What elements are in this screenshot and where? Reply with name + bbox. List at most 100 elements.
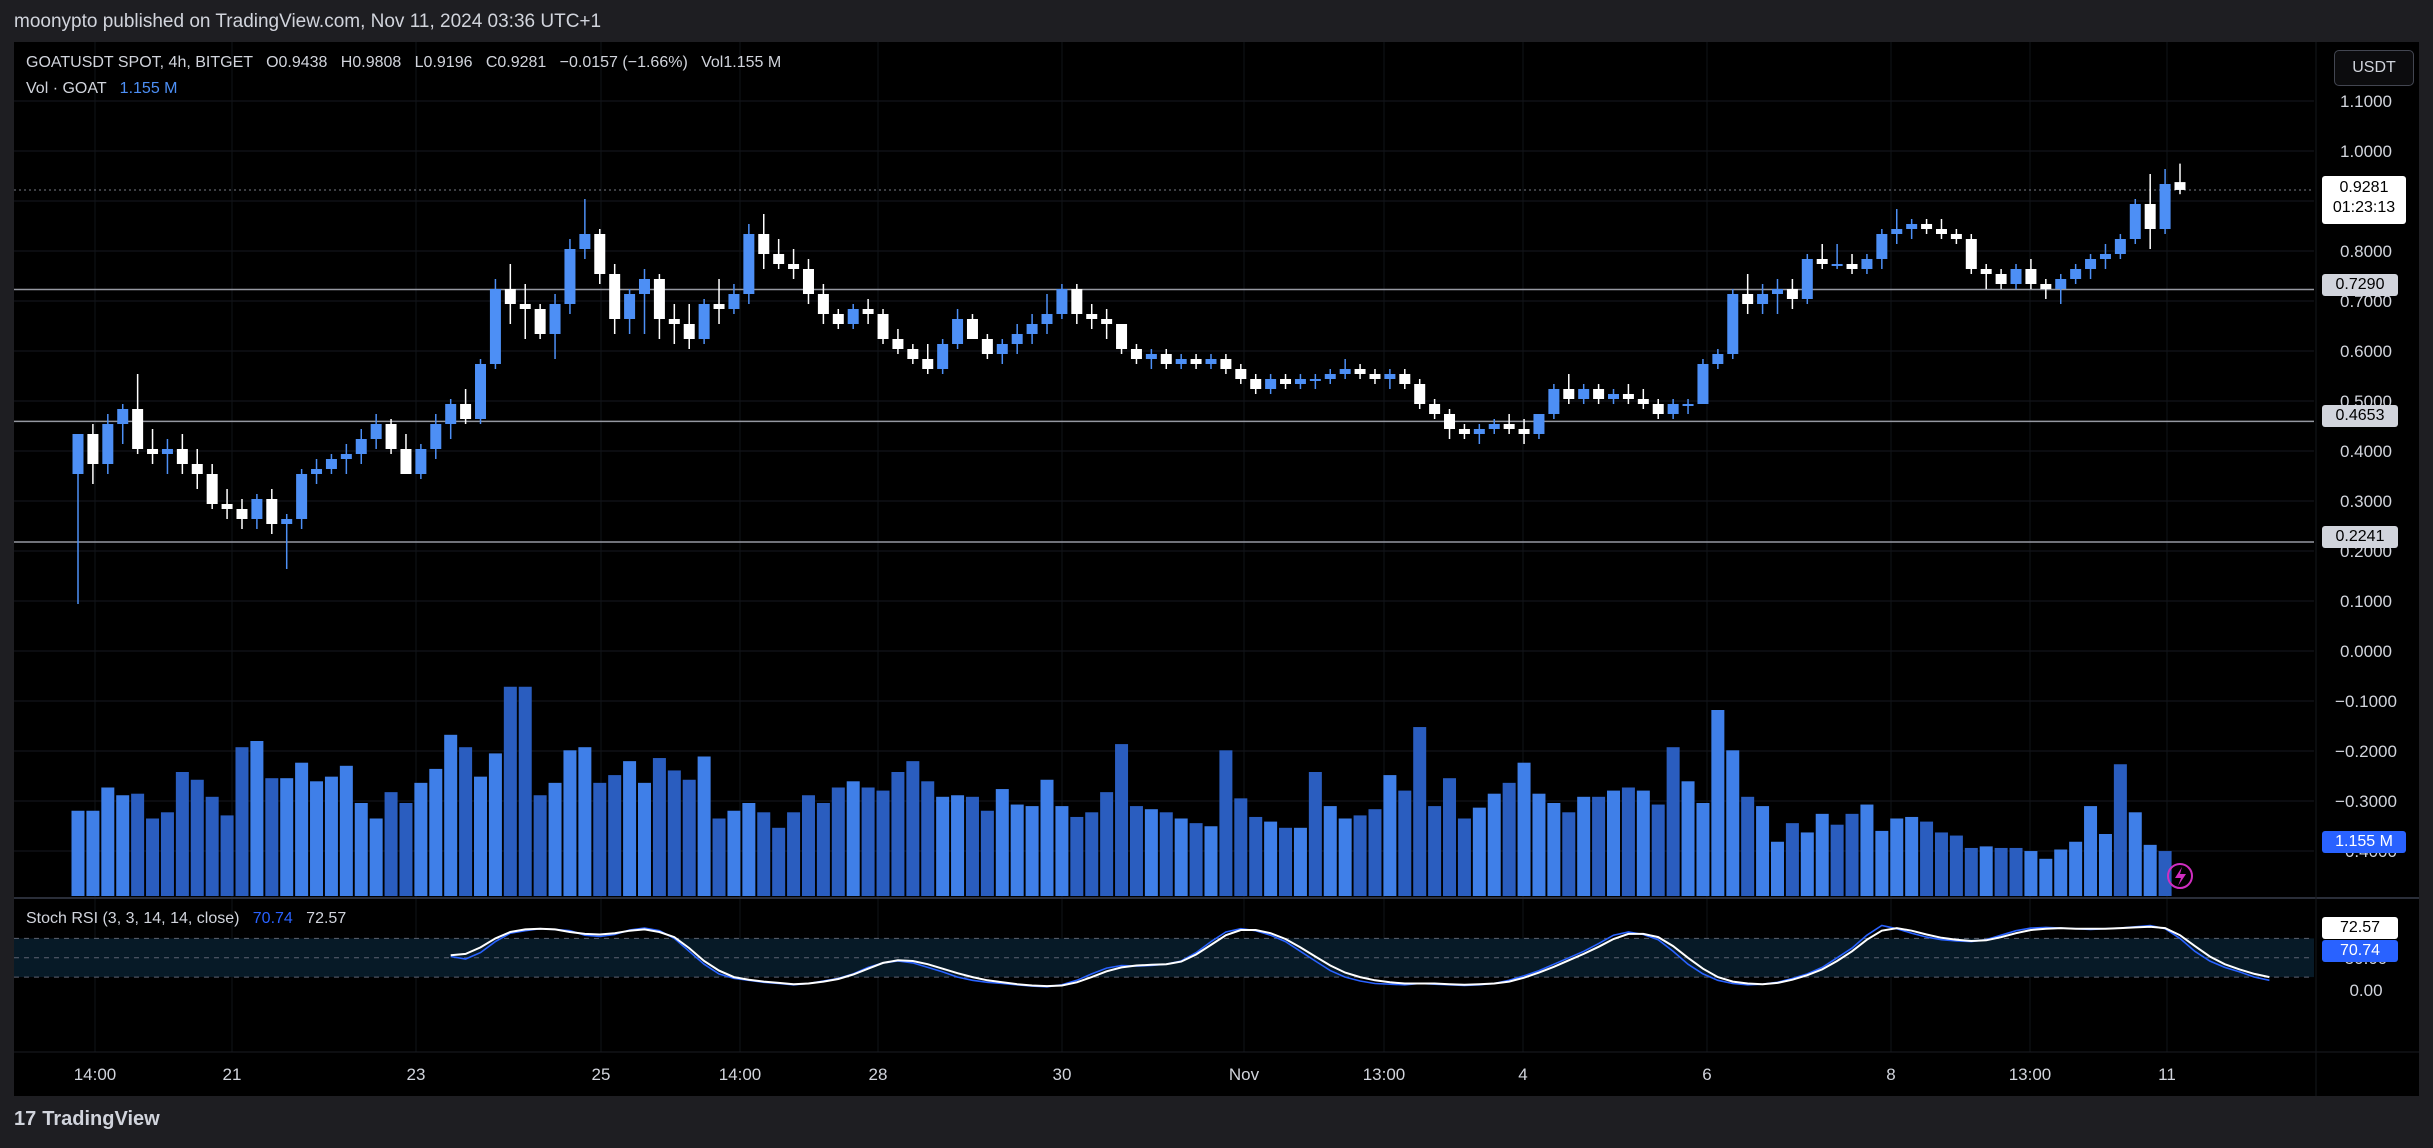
volume-bar [1428,806,1442,896]
volume-bar [1219,750,1233,896]
candle-body [251,499,263,519]
candle-body [549,304,561,334]
volume-bar [1085,812,1099,896]
time-tick-label: 11 [2158,1065,2176,1084]
candle-body [1921,224,1933,229]
chart-canvas[interactable]: 1.10001.00000.90000.80000.70000.60000.50… [14,42,2419,1096]
volume-bar [444,734,458,896]
volume-bar [1144,809,1158,896]
candle-body [564,249,576,304]
volume-bar [1413,727,1427,896]
candle-body [2070,269,2082,279]
candle-body [1041,314,1053,324]
volume-bar [2098,834,2112,896]
volume-bar [1890,818,1904,896]
alert-lightning-icon [2167,863,2193,889]
candle-body [1667,404,1679,414]
candle-body [370,424,382,439]
candle-body [1578,389,1590,399]
horizontal-line-label-2: 0.4653 [2322,405,2398,427]
volume-bar [712,818,726,896]
candle-body [1444,414,1456,429]
volume-bar [1785,823,1799,896]
candle-body [1294,379,1306,384]
volume-bar [846,781,860,896]
volume-bar [1860,804,1874,896]
bar-countdown: 01:23:13 [2332,199,2396,216]
volume-bar [801,795,815,896]
candle-body [1339,369,1351,374]
volume-bar [1577,796,1591,896]
volume-bar [2069,841,2083,896]
candle-body [1846,264,1858,269]
candle-body [445,404,457,424]
tradingview-logo[interactable]: 17 TradingView [14,1108,160,1131]
time-tick-label: Nov [1229,1065,1260,1084]
volume-bar [1040,779,1054,896]
volume-bar [1681,781,1695,896]
candle-body [1801,259,1813,299]
stoch-tick-label: 0.00 [2349,981,2382,1000]
stoch-d-value: 72.57 [306,910,347,927]
candle-body [907,349,919,359]
volume-bar [399,803,413,896]
time-tick-label: 25 [592,1065,611,1084]
candle-body [1354,369,1366,374]
candle-body [221,504,233,509]
chart-frame[interactable]: 1.10001.00000.90000.80000.70000.60000.50… [14,42,2419,1096]
candle-body [1086,314,1098,319]
volume-bar [1920,821,1934,896]
candle-body [1518,429,1530,434]
volume-bar [324,776,338,896]
volume-bar [667,770,681,896]
candle-body [1011,334,1023,344]
candle-body [236,509,248,519]
price-tick-label: −0.3000 [2335,792,2397,811]
volume-bar [1547,803,1561,896]
candle-body [952,319,964,344]
volume-bar [1592,796,1606,896]
open-label: O [266,54,279,71]
volume-bar [369,818,383,896]
volume-bar [1279,827,1293,896]
candle-body [922,359,934,369]
stoch-indicator-label[interactable]: Stoch RSI (3, 3, 14, 14, close) [26,910,240,927]
volume-bar [160,812,174,896]
volume-bar [1770,841,1784,896]
candle-body [877,314,889,339]
candle-body [206,474,218,504]
candle-body [1876,234,1888,259]
volume-bar [831,787,845,896]
stoch-k-value: 70.74 [252,910,293,927]
horizontal-line-label-3: 0.2241 [2322,526,2398,548]
close-value: 0.9281 [497,54,547,71]
volume-bar [1502,782,1516,896]
volume-bar [980,810,994,896]
volume-bar [1726,750,1740,896]
candle-body [311,469,323,474]
time-tick-label: 14:00 [719,1065,762,1084]
candle-body [132,409,144,449]
volume-bar [995,789,1009,896]
candle-body [1652,404,1664,414]
volume-bar [2113,764,2127,896]
volume-bar [71,810,85,896]
price-tick-label: −0.1000 [2335,692,2397,711]
volume-bar [235,747,249,896]
candle-body [176,449,188,464]
candle-body [340,454,352,459]
volume-bar [1010,804,1024,896]
currency-button[interactable]: USDT [2334,50,2414,86]
volume-bar [1308,772,1322,896]
volume-bar [1264,821,1278,896]
price-tick-label: 0.8000 [2340,242,2392,261]
candle-body [1220,359,1232,369]
volume-bar [1025,806,1039,896]
volume-indicator-label[interactable]: Vol · GOAT [26,80,107,97]
volume-bar [623,761,637,896]
symbol-label[interactable]: GOATUSDT SPOT, 4h, BITGET [26,54,253,71]
candle-body [385,424,397,449]
candle-body [475,364,487,419]
candle-body [1235,369,1247,379]
candle-body [325,459,337,469]
